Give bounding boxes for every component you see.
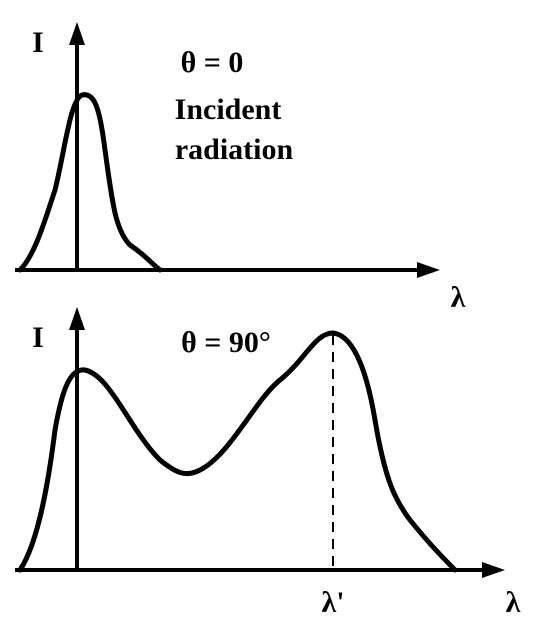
arrowhead xyxy=(482,562,505,578)
arrowhead xyxy=(69,22,85,45)
angle-label: θ = 90° xyxy=(181,326,271,359)
y-axis-label: I xyxy=(32,321,44,354)
top-panel: I λ θ = 0 Incident radiation xyxy=(15,22,466,314)
y-axis-label: I xyxy=(32,26,44,59)
peak-marker-label: λ' xyxy=(321,586,344,619)
x-axis-label: λ xyxy=(506,586,521,619)
angle-label: θ = 0 xyxy=(181,46,244,79)
caption: Incident xyxy=(175,93,282,126)
x-axis-label: λ xyxy=(451,281,466,314)
arrowhead xyxy=(69,307,85,330)
intensity-curve xyxy=(17,330,458,573)
caption: radiation xyxy=(175,133,294,166)
arrowhead xyxy=(417,262,440,278)
bottom-panel: I λ θ = 90° λ' xyxy=(15,307,521,619)
intensity-curve xyxy=(17,92,163,273)
